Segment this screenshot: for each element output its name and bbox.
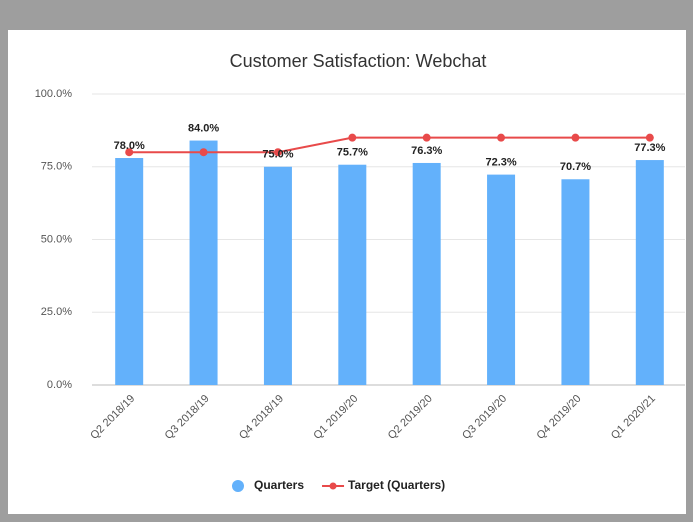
data-label: 70.7% (560, 161, 591, 173)
target-point (348, 133, 357, 142)
bar (263, 166, 292, 385)
chart-title: Customer Satisfaction: Webchat (230, 51, 487, 71)
bar (412, 162, 441, 385)
target-point (645, 133, 654, 142)
target-line (129, 136, 650, 154)
target-point (497, 133, 506, 142)
target-point (199, 148, 208, 157)
data-label: 84.0% (188, 122, 219, 134)
target-point (422, 133, 431, 142)
y-tick-label: 100.0% (35, 88, 73, 100)
legend: Quarters Target (Quarters) (232, 478, 445, 492)
data-label: 75.7% (337, 147, 368, 159)
data-label: 72.3% (485, 157, 516, 169)
bar (338, 164, 367, 385)
data-label: 78.0% (114, 140, 145, 152)
legend-label: Quarters (254, 478, 304, 492)
data-label: 77.3% (634, 142, 665, 154)
legend-marker (232, 480, 244, 492)
bar (561, 179, 590, 385)
bar (115, 158, 144, 385)
y-tick-label: 50.0% (41, 233, 72, 245)
legend-label: Target (Quarters) (348, 478, 445, 492)
y-tick-label: 0.0% (47, 379, 72, 391)
y-tick-label: 25.0% (41, 306, 72, 318)
data-label: 75.0% (262, 149, 293, 161)
y-tick-label: 75.0% (41, 161, 72, 173)
bar (189, 140, 218, 385)
bar (487, 174, 516, 385)
legend-marker (329, 482, 337, 490)
data-label: 76.3% (411, 145, 442, 157)
target-point (125, 148, 134, 157)
bar (635, 160, 664, 385)
target-point (273, 148, 282, 157)
target-point (571, 133, 580, 142)
